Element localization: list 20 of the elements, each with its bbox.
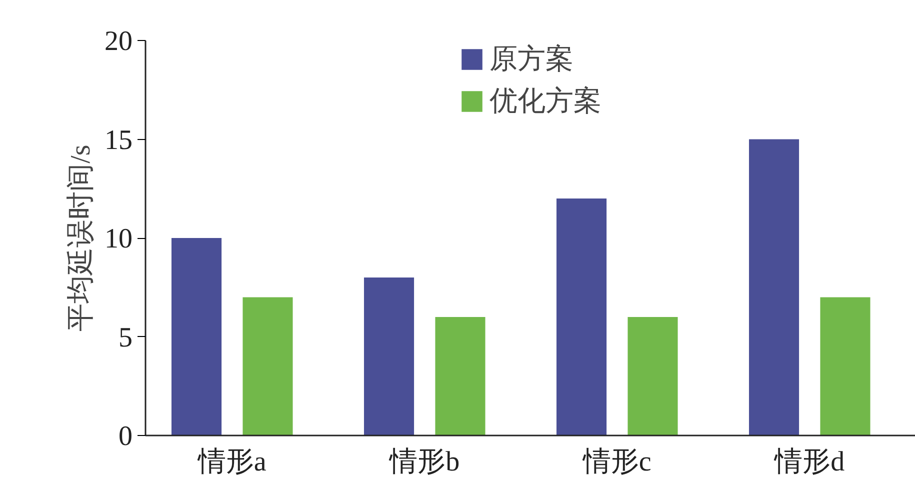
legend-label: 原方案	[490, 43, 574, 77]
bar	[820, 297, 870, 436]
bar	[364, 278, 414, 436]
x-tick-label: 情形b	[388, 446, 460, 478]
y-axis-title: 平均延误时间/s	[66, 144, 96, 332]
bar	[171, 238, 222, 436]
bar	[435, 317, 486, 436]
y-tick-label: 5	[118, 322, 132, 354]
legend-label: 优化方案	[490, 85, 602, 119]
bar	[242, 297, 293, 436]
bar	[628, 317, 678, 436]
bar	[556, 198, 607, 436]
x-tick-label: 情形d	[774, 446, 845, 478]
y-tick-label: 0	[118, 421, 132, 452]
bar	[748, 139, 800, 436]
x-tick-label: 情形c	[582, 446, 652, 478]
y-tick-label: 10	[104, 224, 132, 254]
x-tick-label: 情形a	[196, 446, 267, 478]
y-tick-label: 20	[104, 26, 132, 57]
y-tick-label: 15	[104, 124, 132, 156]
